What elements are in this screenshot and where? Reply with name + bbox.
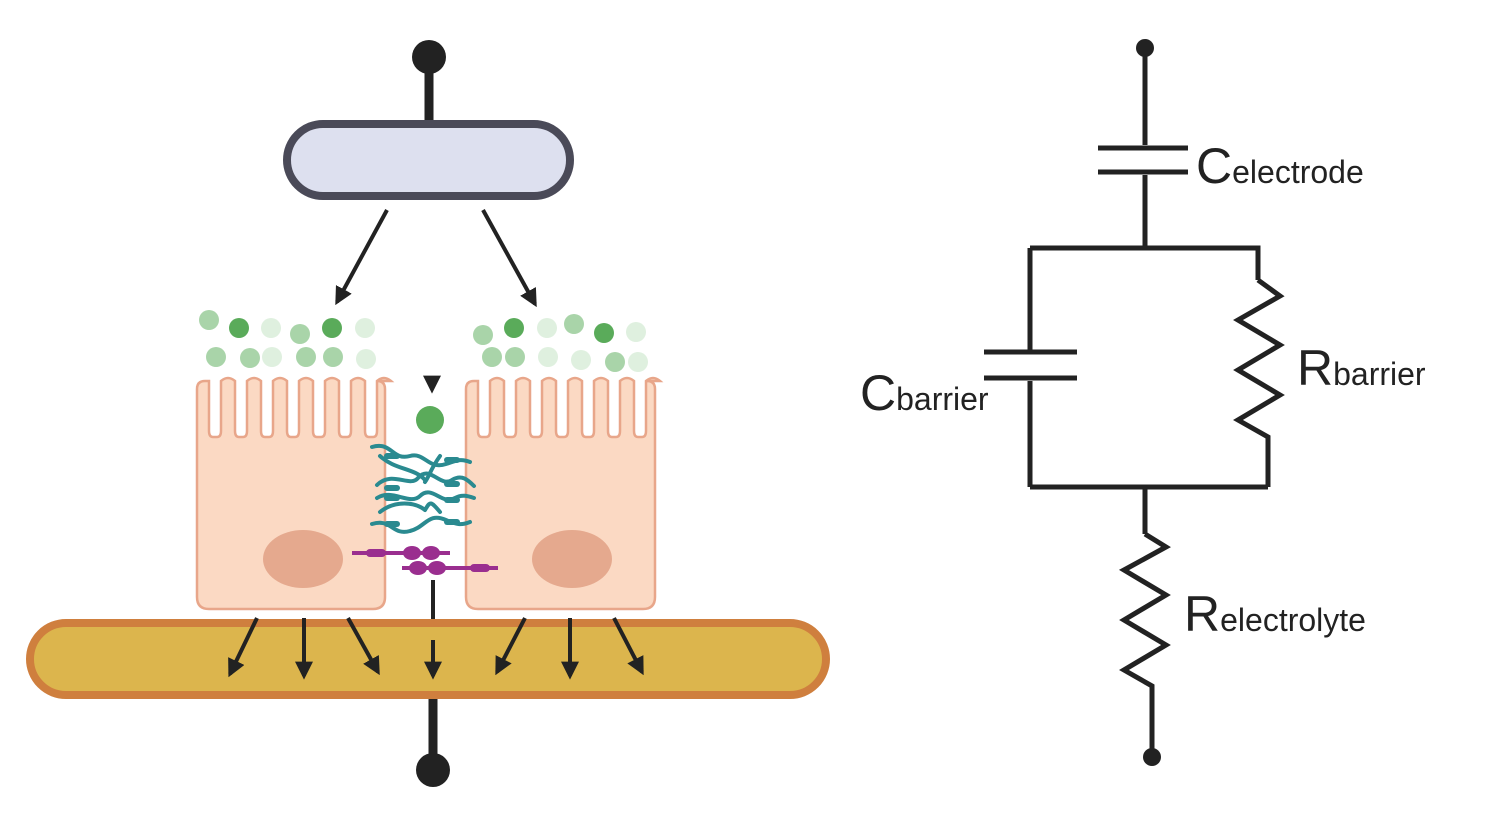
label-c-barrier: Cbarrier xyxy=(860,365,989,421)
arrow-icon xyxy=(481,209,537,308)
tight-junction-strand xyxy=(378,501,427,514)
c-barrier-capacitor xyxy=(984,349,1077,381)
adherens-junction xyxy=(352,546,498,575)
ion-icon xyxy=(356,349,376,369)
tight-junction-protein xyxy=(384,521,400,527)
ion-icon xyxy=(355,318,375,338)
nucleus xyxy=(263,530,343,588)
tight-junction-protein xyxy=(444,497,460,503)
ion-icon xyxy=(564,314,584,334)
tight-junction-protein xyxy=(444,481,460,487)
equivalent-circuit xyxy=(984,39,1285,766)
ion-icon xyxy=(322,318,342,338)
tight-junction-strand xyxy=(423,454,442,484)
tight-junction-strand xyxy=(378,454,427,482)
ion-icon xyxy=(594,323,614,343)
ion-icon xyxy=(571,350,591,370)
right-epithelial-cell xyxy=(464,376,664,611)
top-terminal-icon xyxy=(412,40,446,128)
arrow-icon xyxy=(228,617,259,678)
tight-junction xyxy=(370,443,476,534)
ion-icon xyxy=(229,318,249,338)
arrow-icon xyxy=(495,617,527,676)
ion-icon xyxy=(262,347,282,367)
c-electrode-capacitor xyxy=(1098,145,1188,175)
arrow-icon xyxy=(346,617,380,676)
bottom-node-icon xyxy=(1143,748,1161,766)
ion-icon xyxy=(240,348,260,368)
tight-junction-protein xyxy=(444,457,460,463)
tight-junction-protein xyxy=(384,495,400,501)
bottom-terminal-icon xyxy=(416,699,450,787)
arrow-icon xyxy=(335,209,389,306)
ion-icon xyxy=(199,310,219,330)
left-epithelial-cell xyxy=(195,376,395,611)
tight-junction-protein xyxy=(384,485,400,491)
top-electrode xyxy=(283,120,574,200)
tight-junction-strand xyxy=(375,471,476,488)
nucleus xyxy=(532,530,612,588)
ion-icon xyxy=(323,347,343,367)
basolateral-arrows xyxy=(228,617,644,680)
arrow-icon xyxy=(612,617,644,676)
tight-junction-protein xyxy=(384,453,400,459)
ion-icon xyxy=(605,352,625,372)
tight-junction-strand xyxy=(375,490,476,502)
ion-icon xyxy=(537,318,557,338)
ion-icon xyxy=(296,347,316,367)
ion-icon xyxy=(261,318,281,338)
r-electrolyte-resistor xyxy=(1118,531,1171,757)
ion-icon xyxy=(538,347,558,367)
ion-cluster xyxy=(199,310,648,372)
label-r-barrier: Rbarrier xyxy=(1297,340,1426,396)
ion-icon xyxy=(473,325,493,345)
label-c-electrode: Celectrode xyxy=(1196,138,1364,194)
tight-junction-protein xyxy=(444,519,460,525)
bottom-electrode xyxy=(26,619,830,699)
r-barrier-resistor xyxy=(1233,277,1285,487)
ion-icon xyxy=(290,324,310,344)
ion-icon xyxy=(626,322,646,342)
cell-model xyxy=(26,40,830,787)
ion-icon xyxy=(505,347,525,367)
ion-icon xyxy=(206,347,226,367)
tight-junction-strand xyxy=(423,501,442,514)
ion-icon xyxy=(416,406,444,434)
ion-icon xyxy=(482,347,502,367)
label-r-electrolyte: Relectrolyte xyxy=(1184,586,1366,642)
ion-icon xyxy=(628,352,648,372)
apical-arrows xyxy=(335,209,537,394)
ion-icon xyxy=(504,318,524,338)
